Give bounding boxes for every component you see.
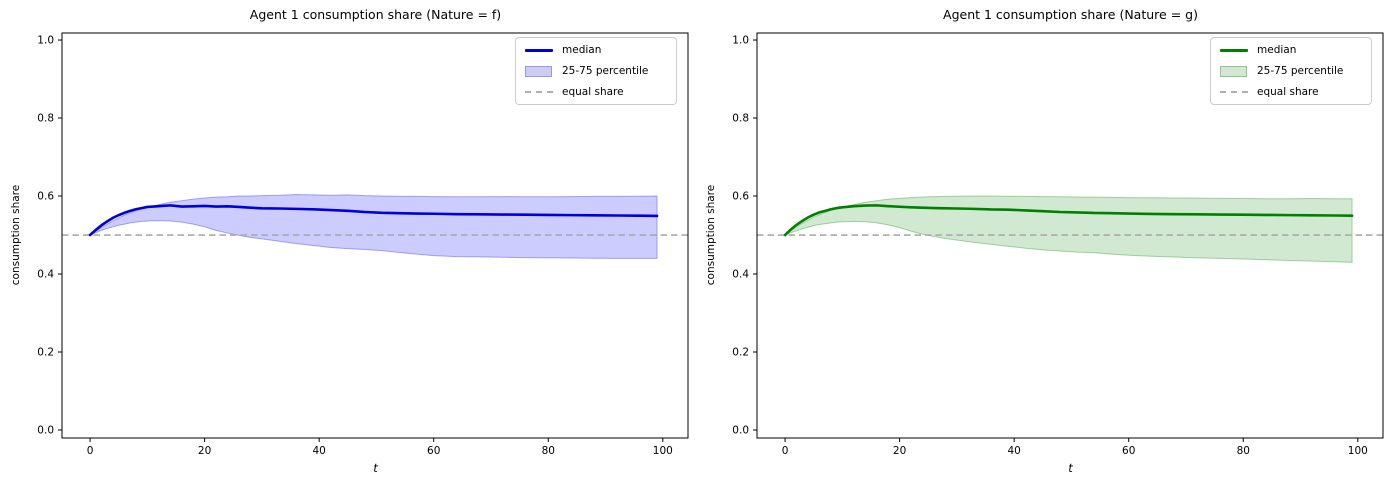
percentile-band-swatch: [1220, 65, 1248, 77]
x-tick-label: 20: [198, 445, 211, 457]
y-tick-label: 0.8: [37, 113, 54, 125]
median-line: [88, 204, 659, 237]
percentile-band: [784, 195, 1353, 263]
y-tick-label: 0.8: [732, 113, 749, 125]
x-tick-label: 0: [87, 445, 94, 457]
median-line-swatch: [525, 48, 553, 52]
y-tick-label: 0.0: [37, 425, 54, 437]
equal-share-dash-swatch: [525, 91, 553, 93]
legend-label: 25-75 percentile: [1257, 65, 1344, 77]
x-tick-label: 80: [542, 445, 555, 457]
plot-area: 0 20 40 60 80 100 0.0 0.2 0.4 0.6 0.8 1.0: [732, 32, 1384, 457]
x-axis-label: t: [1068, 461, 1073, 475]
legend: median 25-75 percentile equal share: [1210, 37, 1372, 105]
y-tick-label: 1.0: [732, 35, 749, 47]
y-tick-label: 0.6: [37, 191, 54, 203]
x-tick-label: 20: [893, 445, 906, 457]
legend: median 25-75 percentile equal share: [515, 37, 677, 105]
chart-nature-g: Agent 1 consumption share (Nature = g) c…: [695, 0, 1390, 490]
y-tick-label: 0.6: [732, 191, 749, 203]
x-tick-label: 40: [312, 445, 325, 457]
legend-label: 25-75 percentile: [562, 65, 649, 77]
chart-title: Agent 1 consumption share (Nature = f): [249, 7, 502, 22]
legend-item-percentile: 25-75 percentile: [1220, 65, 1363, 77]
y-tick-label: 0.0: [732, 425, 749, 437]
y-tick-label: 0.4: [732, 269, 749, 281]
y-tick-label: 0.2: [37, 347, 54, 359]
x-tick-label: 80: [1237, 445, 1250, 457]
x-tick-label: 40: [1007, 445, 1020, 457]
x-tick-label: 0: [782, 445, 789, 457]
legend-label: median: [1257, 44, 1297, 56]
legend-label: median: [562, 44, 602, 56]
chart-nature-f: Agent 1 consumption share (Nature = f) c…: [10, 7, 689, 475]
axes-spines: [61, 32, 689, 439]
axes-spines: [756, 32, 1384, 439]
x-tick-label: 60: [1122, 445, 1135, 457]
y-tick-label: 0.4: [37, 269, 54, 281]
legend-item-median: median: [1220, 44, 1363, 56]
median-line-swatch: [1220, 48, 1248, 52]
x-axis-label: t: [373, 461, 378, 475]
y-tick-label: 1.0: [37, 35, 54, 47]
legend-item-equal-share: equal share: [1220, 86, 1363, 98]
percentile-band-swatch: [525, 65, 553, 77]
x-tick-label: 100: [653, 445, 673, 457]
legend-item-percentile: 25-75 percentile: [525, 65, 668, 77]
y-tick-label: 0.2: [732, 347, 749, 359]
x-tick-label: 100: [1348, 445, 1368, 457]
equal-share-dash-swatch: [1220, 91, 1248, 93]
legend-label: equal share: [562, 86, 624, 98]
percentile-band: [89, 193, 658, 259]
legend-item-equal-share: equal share: [525, 86, 668, 98]
chart-title: Agent 1 consumption share (Nature = g): [943, 7, 1198, 22]
x-tick-label: 60: [427, 445, 440, 457]
legend-label: equal share: [1257, 86, 1319, 98]
median-line: [783, 204, 1354, 237]
plot-area: 0 20 40 60 80 100 0.0 0.2 0.4 0.6 0.8 1.0: [37, 32, 689, 457]
legend-item-median: median: [525, 44, 668, 56]
